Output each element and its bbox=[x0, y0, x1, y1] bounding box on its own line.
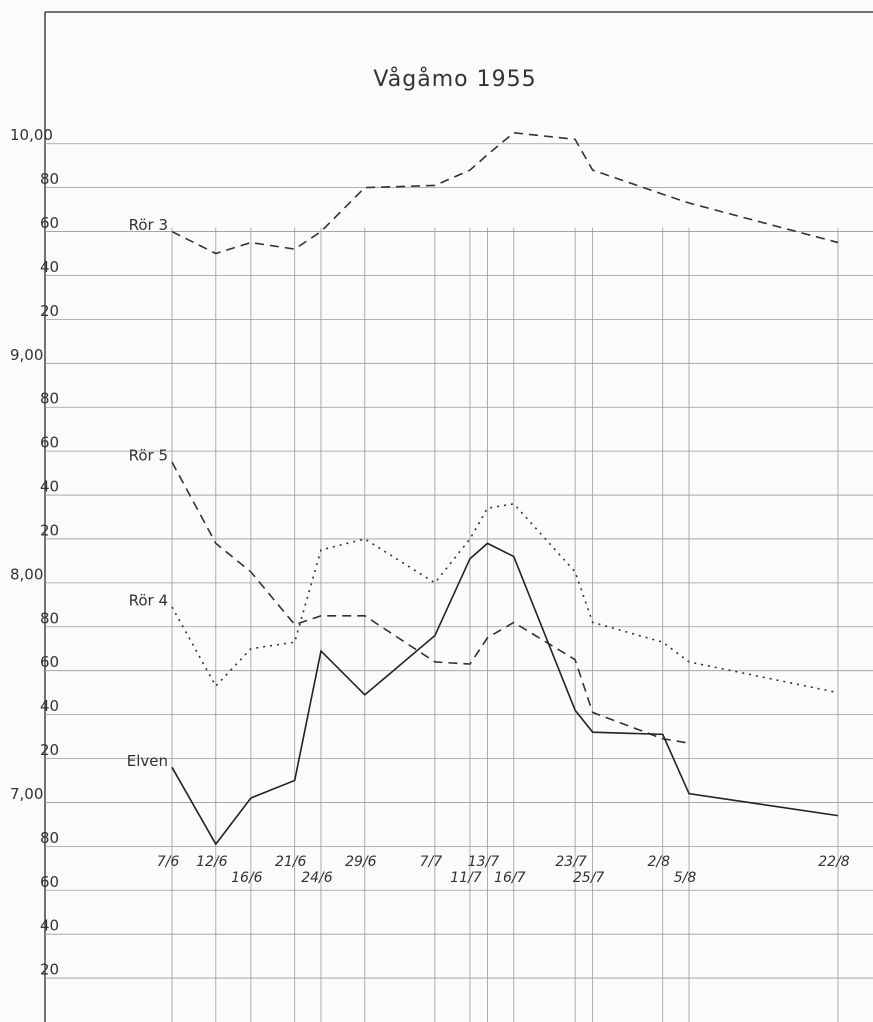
y-tick-label: 60 bbox=[40, 214, 59, 232]
series-line bbox=[171, 542, 839, 846]
series-label: Elven bbox=[127, 752, 168, 770]
x-tick-label: 2/8 bbox=[647, 854, 670, 870]
series-line bbox=[171, 131, 839, 255]
y-tick-label: 40 bbox=[40, 697, 59, 715]
chart-title: Vågåmo 1955 bbox=[373, 66, 536, 92]
y-tick-label: 20 bbox=[40, 521, 59, 539]
y-tick-label: 80 bbox=[40, 170, 59, 188]
y-tick-label: 40 bbox=[40, 258, 59, 276]
series-label: Rör 3 bbox=[129, 216, 168, 234]
series-label: Rör 5 bbox=[129, 447, 168, 465]
x-tick-label: 12/6 bbox=[196, 854, 228, 870]
y-tick-label: 40 bbox=[40, 917, 59, 935]
x-tick-label: 7/6 bbox=[157, 854, 180, 870]
x-tick-label: 13/7 bbox=[468, 854, 500, 870]
series-line bbox=[171, 461, 690, 744]
x-tick-label: 11/7 bbox=[450, 870, 482, 886]
x-tick-label: 23/7 bbox=[555, 854, 587, 870]
y-tick-label: 20 bbox=[40, 961, 59, 979]
x-tick-label: 16/6 bbox=[231, 870, 263, 886]
y-tick-label: 7,00 bbox=[10, 785, 43, 803]
y-tick-label: 8,00 bbox=[10, 565, 43, 583]
x-tick-label: 25/7 bbox=[573, 870, 605, 886]
x-tick-label: 24/6 bbox=[301, 870, 333, 886]
x-tick-label: 22/8 bbox=[818, 854, 850, 870]
y-tick-label: 10,00 bbox=[10, 126, 53, 144]
y-tick-label: 20 bbox=[40, 302, 59, 320]
y-tick-label: 60 bbox=[40, 873, 59, 891]
y-tick-label: 60 bbox=[40, 434, 59, 452]
y-tick-label: 80 bbox=[40, 829, 59, 847]
series-line bbox=[171, 502, 839, 694]
x-tick-label: 21/6 bbox=[275, 854, 307, 870]
y-tick-label: 80 bbox=[40, 609, 59, 627]
y-tick-label: 40 bbox=[40, 478, 59, 496]
x-tick-label: 7/7 bbox=[420, 854, 443, 870]
x-tick-label: 5/8 bbox=[674, 870, 697, 886]
x-tick-label: 29/6 bbox=[345, 854, 377, 870]
x-tick-label: 16/7 bbox=[494, 870, 526, 886]
y-tick-label: 80 bbox=[40, 390, 59, 408]
y-tick-label: 20 bbox=[40, 741, 59, 759]
series-label: Rör 4 bbox=[129, 592, 168, 610]
y-tick-label: 9,00 bbox=[10, 346, 43, 364]
y-tick-label: 60 bbox=[40, 653, 59, 671]
